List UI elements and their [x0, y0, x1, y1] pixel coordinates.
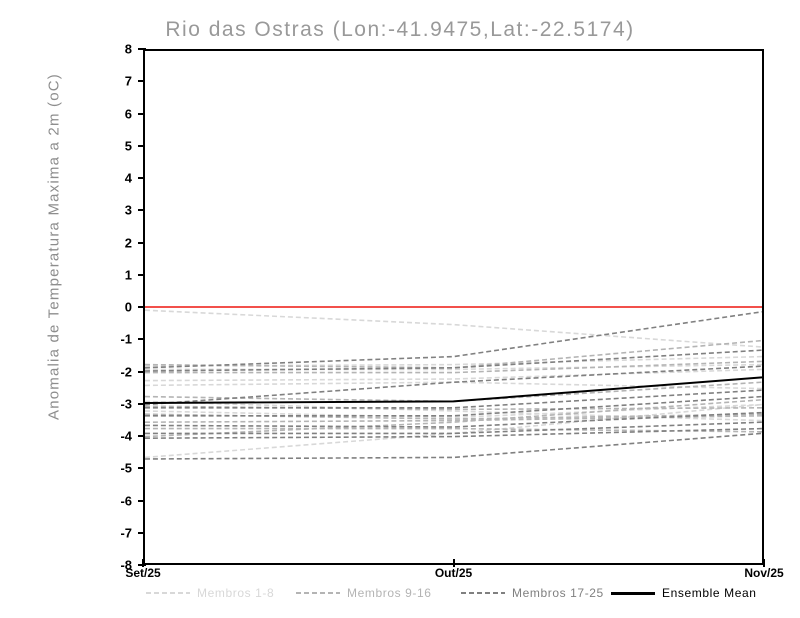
- y-tick-label: 4: [124, 170, 132, 186]
- legend-item[interactable]: Membros 1-8: [146, 586, 274, 600]
- plot-area: [143, 49, 764, 565]
- y-tick-label: -6: [120, 493, 132, 508]
- y-axis-tick-labels: 8 7 6 5 4 3 2 1 0 -1 -2 -3 -4 -5 -6 -7 -8: [0, 42, 146, 573]
- legend-item[interactable]: Ensemble Mean: [611, 586, 757, 600]
- x-axis-tick-labels: Set/25 Out/25 Nov/25: [0, 566, 800, 588]
- y-tick-label: 7: [124, 73, 132, 89]
- series-line: [145, 355, 762, 367]
- y-tick-label: 5: [124, 138, 132, 154]
- y-tick-label: 8: [124, 41, 132, 57]
- legend-item[interactable]: Membros 17-25: [461, 586, 604, 600]
- y-tick-label: -8: [120, 557, 132, 573]
- y-tick-mark: [138, 402, 146, 405]
- y-tick-mark: [138, 531, 146, 534]
- x-tick-label: Out/25: [434, 566, 473, 580]
- legend-swatch-icon: [461, 592, 505, 594]
- y-tick-label: 6: [124, 106, 132, 121]
- y-tick-label: -7: [120, 525, 132, 541]
- series-line: [145, 427, 762, 433]
- x-tick-mark: [142, 559, 144, 567]
- y-tick-mark: [138, 435, 146, 437]
- series-line: [145, 427, 762, 439]
- y-tick-mark: [138, 499, 146, 502]
- y-tick-label: -3: [120, 396, 132, 412]
- y-tick-mark: [138, 273, 146, 276]
- series-line: [145, 389, 762, 409]
- legend-label: Ensemble Mean: [662, 586, 757, 600]
- series-line: [145, 376, 762, 404]
- y-tick-mark: [138, 467, 146, 470]
- y-tick-mark: [138, 306, 146, 308]
- y-tick-label: 3: [124, 202, 132, 218]
- x-tick-label: Nov/25: [744, 566, 784, 580]
- legend-item[interactable]: Membros 9-16: [296, 586, 432, 600]
- y-tick-label: -1: [120, 331, 132, 347]
- y-tick-mark: [138, 112, 146, 115]
- y-tick-mark: [138, 48, 146, 50]
- series-line: [145, 363, 762, 371]
- chart-legend: Membros 1-8 Membros 9-16 Membros 17-25 Ense…: [0, 586, 800, 604]
- y-tick-mark: [138, 144, 146, 147]
- legend-label: Membros 1-8: [197, 586, 275, 600]
- series-line: [145, 309, 762, 348]
- legend-swatch-icon: [146, 592, 190, 594]
- y-tick-mark: [138, 177, 146, 179]
- y-tick-label: -5: [120, 460, 132, 476]
- y-tick-label: -2: [120, 364, 132, 379]
- x-tick-mark: [763, 559, 765, 567]
- y-tick-label: -4: [120, 428, 132, 444]
- y-tick-mark: [138, 80, 146, 83]
- series-line: [145, 432, 762, 460]
- y-tick-label: 2: [124, 235, 132, 250]
- y-tick-mark: [138, 241, 146, 244]
- legend-swatch-icon: [296, 592, 340, 594]
- series-line: [145, 339, 762, 369]
- y-tick-mark: [138, 209, 146, 212]
- series-line: [145, 349, 762, 372]
- legend-label: Membros 17-25: [512, 586, 604, 600]
- y-tick-label: 1: [124, 267, 132, 283]
- series-line: [145, 400, 762, 422]
- series-line: [145, 403, 762, 459]
- y-tick-mark: [138, 338, 146, 341]
- y-tick-mark: [138, 370, 146, 373]
- x-tick-label: Set/25: [125, 566, 161, 580]
- series-canvas: [145, 306, 762, 460]
- y-tick-label: 0: [124, 299, 132, 315]
- legend-label: Membros 9-16: [347, 586, 432, 600]
- legend-swatch-icon: [611, 591, 655, 595]
- chart-title: Rio das Ostras (Lon:-41.9475,Lat:-22.517…: [165, 18, 635, 41]
- x-tick-mark: [452, 559, 455, 567]
- series-line: [145, 421, 762, 435]
